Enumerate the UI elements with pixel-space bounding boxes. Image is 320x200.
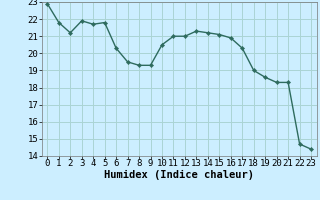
X-axis label: Humidex (Indice chaleur): Humidex (Indice chaleur)	[104, 170, 254, 180]
